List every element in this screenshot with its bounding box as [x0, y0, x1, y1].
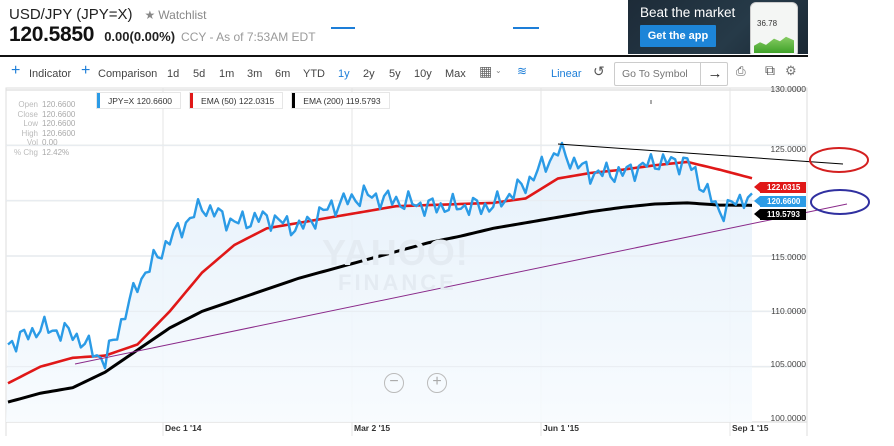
gear-icon[interactable]: ⚙	[785, 63, 797, 78]
calendar-icon[interactable]: ▦	[479, 63, 493, 79]
active-chart-type-underline	[513, 27, 539, 29]
quote-title-row: USD/JPY (JPY=X) ★ Watchlist	[9, 6, 207, 23]
legend-label: JPY=X 120.6600	[108, 95, 173, 106]
scale-linear-button[interactable]: Linear	[551, 68, 582, 80]
range-ytd[interactable]: YTD	[303, 68, 325, 80]
range-max[interactable]: Max	[445, 68, 466, 80]
x-tick: Dec 1 '14	[165, 423, 202, 433]
ohlc-key: Low	[23, 119, 38, 128]
legend-swatch	[97, 93, 100, 108]
reset-icon[interactable]: ↺	[593, 63, 605, 79]
legend-item-jpy[interactable]: JPY=X 120.6600	[96, 92, 182, 109]
x-tick: Jun 1 '15	[543, 423, 580, 433]
price-tag-ema200: 119.5793	[754, 209, 806, 220]
ohlc-value: 12.42%	[42, 147, 70, 157]
ohlc-value: 120.6600	[42, 109, 76, 119]
legend-label: EMA (50) 122.0315	[201, 95, 275, 106]
range-10y[interactable]: 10y	[414, 68, 432, 80]
phone-image: 36.78	[750, 2, 798, 54]
x-tick: Sep 1 '15	[732, 423, 769, 433]
range-5y[interactable]: 5y	[389, 68, 401, 80]
price-tag-ema50: 122.0315	[754, 182, 806, 193]
header-divider	[0, 55, 808, 57]
star-icon[interactable]: ★	[144, 8, 156, 22]
active-range-underline	[331, 27, 355, 29]
ohlc-value: 0.00	[42, 138, 58, 147]
chevron-down-icon[interactable]: ⌄	[495, 66, 502, 75]
chart-toolbar: + Indicator + Comparison 1d 5d 1m 3m 6m …	[0, 60, 808, 88]
yahoo-watermark: YAHOO!	[322, 232, 469, 273]
y-tick: 125.0000	[770, 144, 806, 154]
y-tick: 130.0000	[770, 84, 806, 94]
range-1d[interactable]: 1d	[167, 68, 180, 80]
zoom-in-button[interactable]: +	[427, 373, 447, 393]
as-of-timestamp: CCY - As of 7:53AM EDT	[181, 30, 316, 44]
x-tick: Mar 2 '15	[354, 423, 391, 433]
ohlc-panel: Open 120.6600 Close 120.6600 Low 120.6600 High…	[0, 100, 75, 157]
ohlc-row: Vol 0.00	[0, 138, 75, 148]
watchlist-link[interactable]: Watchlist	[158, 8, 207, 22]
range-2y[interactable]: 2y	[363, 68, 375, 80]
plus-icon[interactable]: +	[81, 62, 91, 79]
finance-watermark: FINANCE	[338, 270, 457, 295]
phone-value: 36.78	[757, 19, 778, 28]
ad-headline: Beat the market	[640, 5, 736, 20]
range-6m[interactable]: 6m	[275, 68, 291, 80]
ohlc-value: 120.6600	[42, 100, 76, 109]
legend-swatch	[190, 93, 194, 108]
ohlc-key: High	[21, 128, 38, 138]
ohlc-value: 120.6600	[42, 119, 76, 128]
ohlc-key: Vol	[26, 138, 38, 147]
ohlc-row: High 120.6600	[0, 128, 76, 139]
last-price: 120.5850	[9, 23, 95, 46]
range-1y[interactable]: 1y	[338, 68, 350, 80]
ohlc-row: % Chg 12.42%	[0, 148, 75, 158]
y-tick: 115.0000	[771, 252, 806, 262]
y-tick: 100.0000	[770, 413, 806, 423]
price-change: 0.00(0.00%)	[104, 29, 176, 44]
ohlc-value: 120.6600	[42, 128, 76, 138]
get-app-button[interactable]: Get the app	[640, 25, 716, 47]
zoom-out-button[interactable]: −	[384, 373, 404, 393]
ohlc-row: Open 120.6600	[0, 100, 75, 110]
symbol-search[interactable]: →	[614, 62, 728, 86]
ohlc-key: Close	[17, 109, 38, 119]
chart-type-area-icon[interactable]: ≋	[517, 64, 528, 78]
arrow-right-icon[interactable]: →	[707, 65, 723, 82]
ohlc-row: Low 120.6600	[0, 119, 75, 129]
y-tick: 105.0000	[770, 359, 806, 369]
indicator-button[interactable]: Indicator	[29, 68, 72, 80]
legend-label: EMA (200) 119.5793	[303, 95, 381, 106]
price-row: 120.5850 0.00(0.00%) CCY - As of 7:53AM …	[9, 23, 316, 47]
legend-swatch	[292, 93, 296, 108]
range-1m[interactable]: 1m	[219, 68, 235, 80]
chart-legend: JPY=X 120.6600 EMA (50) 122.0315 EMA (20…	[96, 92, 398, 109]
price-tag-jpy: 120.6600	[754, 196, 806, 207]
legend-item-ema200[interactable]: EMA (200) 119.5793	[291, 92, 390, 109]
y-tick: 110.0000	[771, 306, 806, 316]
ohlc-key: % Chg	[13, 147, 38, 157]
comparison-button[interactable]: Comparison	[98, 68, 158, 80]
range-5d[interactable]: 5d	[193, 68, 206, 80]
app-ad-banner[interactable]: Beat the market Get the app 36.78	[628, 0, 808, 54]
symbol-search-input[interactable]	[615, 63, 701, 85]
ohlc-key: Open	[18, 100, 38, 109]
range-3m[interactable]: 3m	[247, 68, 263, 80]
legend-item-ema50[interactable]: EMA (50) 122.0315	[189, 92, 284, 109]
plus-icon[interactable]: +	[11, 62, 21, 79]
popout-icon[interactable]: ⧉	[765, 62, 775, 78]
symbol-title: USD/JPY (JPY=X)	[9, 6, 133, 23]
print-icon[interactable]: ⎙	[736, 64, 746, 78]
ohlc-row: Close 120.6600	[0, 109, 76, 120]
